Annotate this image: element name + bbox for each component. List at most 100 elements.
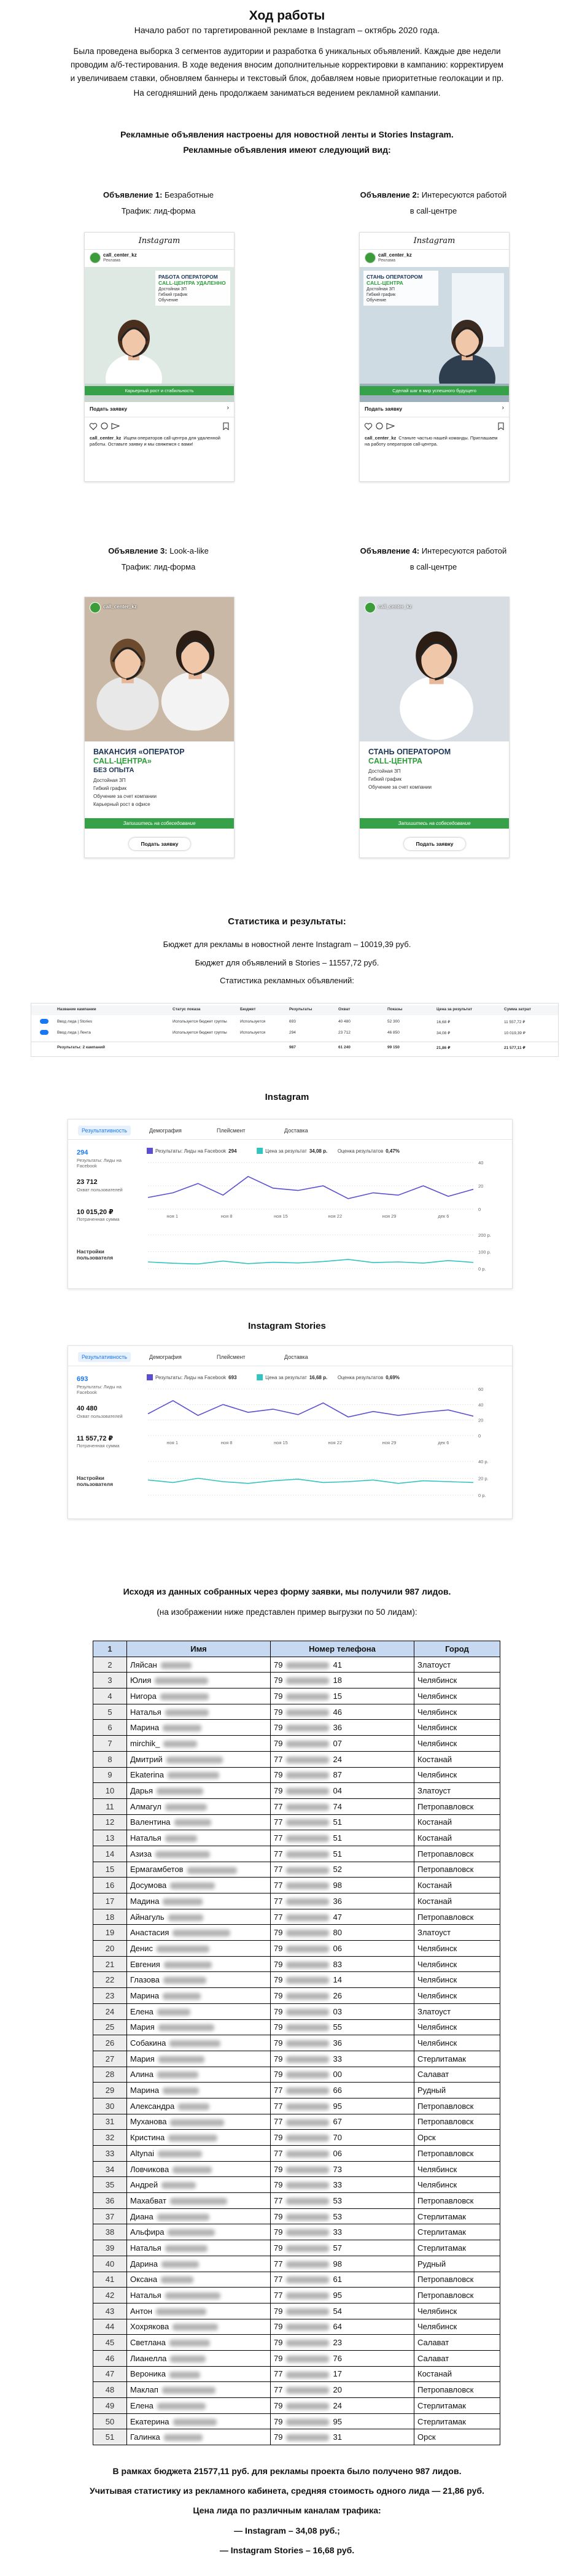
table-row: 14 Азиза 77 51 Петропавловск bbox=[93, 1845, 500, 1862]
blurred-digits bbox=[286, 1741, 330, 1748]
phone-cell: 77 95 bbox=[270, 2097, 414, 2114]
tab[interactable]: Результативность bbox=[78, 1352, 131, 1362]
row-number: 42 bbox=[93, 2287, 127, 2303]
x-tick-label: ноя 29 bbox=[382, 1440, 397, 1445]
phone-cell: 77 61 bbox=[270, 2271, 414, 2288]
table-row: 6 Марина 79 36 Челябинск bbox=[93, 1719, 500, 1736]
ad-traffic: Трафик: лид-форма bbox=[121, 206, 196, 215]
blurred-surname bbox=[168, 2229, 215, 2237]
blurred-surname bbox=[158, 2056, 204, 2063]
name: Altynai bbox=[130, 2148, 155, 2158]
row-number: 7 bbox=[93, 1735, 127, 1752]
row-number: 12 bbox=[93, 1814, 127, 1831]
table-row: 50 Екатерина 79 95 Стерлитамак bbox=[93, 2413, 500, 2430]
phone-suffix: 87 bbox=[333, 1770, 342, 1780]
ad-label: Объявление 1: Безработные bbox=[36, 190, 281, 199]
tab[interactable]: Результативность bbox=[78, 1126, 131, 1135]
blurred-digits bbox=[286, 1725, 330, 1732]
phone-cell: 79 70 bbox=[270, 2129, 414, 2146]
icon-share bbox=[386, 423, 395, 430]
phone-prefix: 77 bbox=[274, 2195, 283, 2205]
name-cell: Александра bbox=[126, 2097, 271, 2114]
phone-cell: 79 14 bbox=[270, 1971, 414, 1989]
table-row: 20 Денис 79 06 Челябинск bbox=[93, 1940, 500, 1957]
city-cell: Костанай bbox=[414, 1750, 500, 1768]
city-cell: Челябинск bbox=[414, 1987, 500, 2004]
paragraph-line: и увеличиваем ставки, обновляем баннеры … bbox=[70, 74, 504, 83]
subtitle: Начало работ по таргетированной рекламе … bbox=[134, 25, 440, 35]
row-number: 47 bbox=[93, 2365, 127, 2383]
phone-suffix: 67 bbox=[333, 2117, 342, 2127]
name-cell: Альфира bbox=[126, 2224, 271, 2241]
phone-prefix: 79 bbox=[274, 2400, 283, 2410]
blurred-digits bbox=[286, 1961, 330, 1968]
row-number: 10 bbox=[93, 1782, 127, 1799]
name-cell: Елена bbox=[126, 2397, 271, 2414]
name: Дарина bbox=[130, 2259, 158, 2269]
action-icons bbox=[89, 422, 229, 430]
name: Айнагуль bbox=[130, 1912, 165, 1922]
name: Оксана bbox=[130, 2275, 158, 2284]
blurred-surname bbox=[160, 1661, 192, 1669]
blurred-surname bbox=[170, 2119, 225, 2126]
blurred-digits bbox=[286, 2103, 330, 2110]
city-cell: Орск bbox=[414, 2429, 500, 2446]
header-cell: Номер телефона bbox=[270, 1641, 414, 1657]
row-number: 6 bbox=[93, 1719, 127, 1736]
phone-suffix: 51 bbox=[333, 1833, 342, 1843]
tab[interactable]: Плейсмент bbox=[217, 1354, 246, 1360]
cta-arrow: › bbox=[227, 404, 229, 411]
blurred-surname bbox=[163, 1725, 202, 1732]
phone-prefix: 79 bbox=[274, 2164, 283, 2174]
blurred-surname bbox=[165, 2245, 207, 2253]
name-cell: Ekaterina bbox=[126, 1766, 271, 1784]
x-tick-label: ноя 22 bbox=[328, 1440, 342, 1445]
blurred-digits bbox=[286, 2308, 330, 2315]
row-number: 40 bbox=[93, 2255, 127, 2272]
phone-suffix: 15 bbox=[333, 1691, 342, 1701]
cell: Используется bbox=[240, 1019, 266, 1024]
tab[interactable]: Доставка bbox=[284, 1127, 308, 1134]
divider bbox=[68, 1139, 512, 1140]
row-number: 41 bbox=[93, 2271, 127, 2288]
blurred-digits bbox=[286, 2182, 330, 2189]
section-heading: Instagram bbox=[265, 1092, 309, 1102]
blurred-surname bbox=[163, 1961, 212, 1968]
phone-cell: 79 53 bbox=[270, 2208, 414, 2225]
name: Дарья bbox=[130, 1786, 153, 1796]
phone-cell: 79 33 bbox=[270, 2224, 414, 2241]
phone-cell: 77 95 bbox=[270, 2287, 414, 2303]
bullet: Достойная ЗП bbox=[93, 778, 126, 783]
table-row: 7 mirchik_ 79 07 Челябинск bbox=[93, 1735, 500, 1752]
phone-cell: 77 52 bbox=[270, 1861, 414, 1878]
row-number: 28 bbox=[93, 2066, 127, 2083]
series-line bbox=[147, 1259, 474, 1265]
header-cell: Город bbox=[414, 1641, 500, 1657]
tab[interactable]: Плейсмент bbox=[217, 1127, 246, 1134]
name: Анастасия bbox=[130, 1928, 169, 1938]
name: Евгения bbox=[130, 1959, 160, 1969]
blurred-surname bbox=[157, 2008, 190, 2016]
table-row: 45 Светлана 79 23 Салават bbox=[93, 2334, 500, 2351]
blurred-surname bbox=[169, 2371, 201, 2378]
y-tick-label: 0 bbox=[478, 1433, 481, 1439]
phone-prefix: 79 bbox=[274, 1723, 283, 1733]
blurred-digits bbox=[286, 2135, 330, 2142]
tab[interactable]: Доставка bbox=[284, 1354, 308, 1360]
row-number: 5 bbox=[93, 1703, 127, 1720]
tab[interactable]: Демография bbox=[149, 1354, 182, 1360]
blurred-digits bbox=[286, 1993, 330, 2000]
name-cell: Алмагул bbox=[126, 1798, 271, 1815]
cell: Используется бюджет группы bbox=[173, 1019, 227, 1024]
phone-suffix: 64 bbox=[333, 2322, 342, 2332]
phone-suffix: 18 bbox=[333, 1676, 342, 1685]
phone-cell: 77 53 bbox=[270, 2192, 414, 2209]
phone-prefix: 79 bbox=[274, 2022, 283, 2032]
tab[interactable]: Демография bbox=[149, 1127, 182, 1134]
blurred-digits bbox=[286, 2213, 330, 2221]
name: Собакина bbox=[130, 2038, 166, 2048]
name-cell: Наталья bbox=[126, 1703, 271, 1720]
conclusion-line: — Instagram Stories – 16,68 руб. bbox=[219, 2545, 355, 2555]
person-face bbox=[122, 328, 145, 356]
toggle bbox=[40, 1030, 48, 1035]
